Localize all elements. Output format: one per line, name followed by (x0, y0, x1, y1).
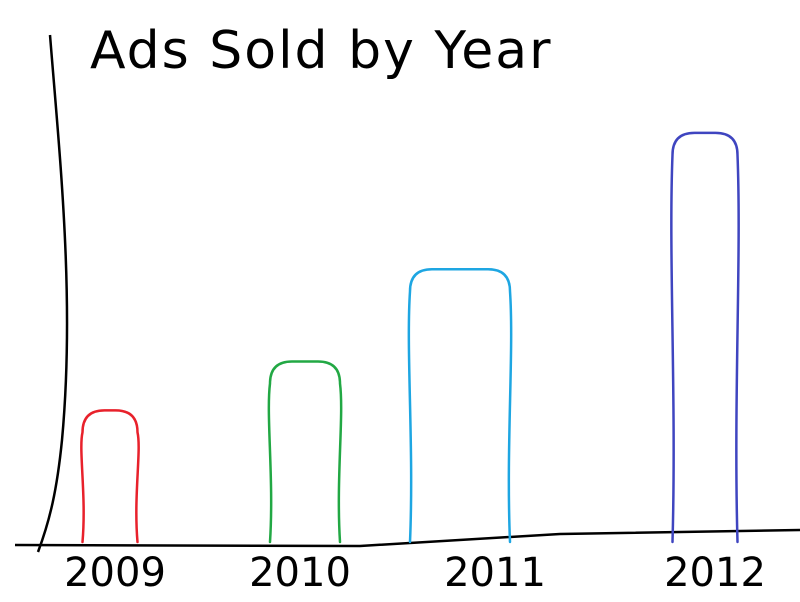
chart-title: Ads Sold by Year (90, 21, 553, 81)
bar-2009 (80, 409, 140, 544)
x-tick-2012: 2012 (664, 550, 766, 596)
bars-group (80, 131, 740, 544)
x-tick-2010: 2010 (249, 550, 351, 596)
x-axis (14, 528, 800, 548)
x-tick-2009: 2009 (64, 550, 166, 596)
bar-2012 (670, 131, 740, 544)
bar-2010 (267, 360, 343, 544)
x-tick-2011: 2011 (444, 550, 546, 596)
bar-2011 (407, 268, 513, 544)
x-tick-labels: 2009 2010 2011 2012 (64, 550, 766, 596)
y-axis (36, 34, 69, 553)
